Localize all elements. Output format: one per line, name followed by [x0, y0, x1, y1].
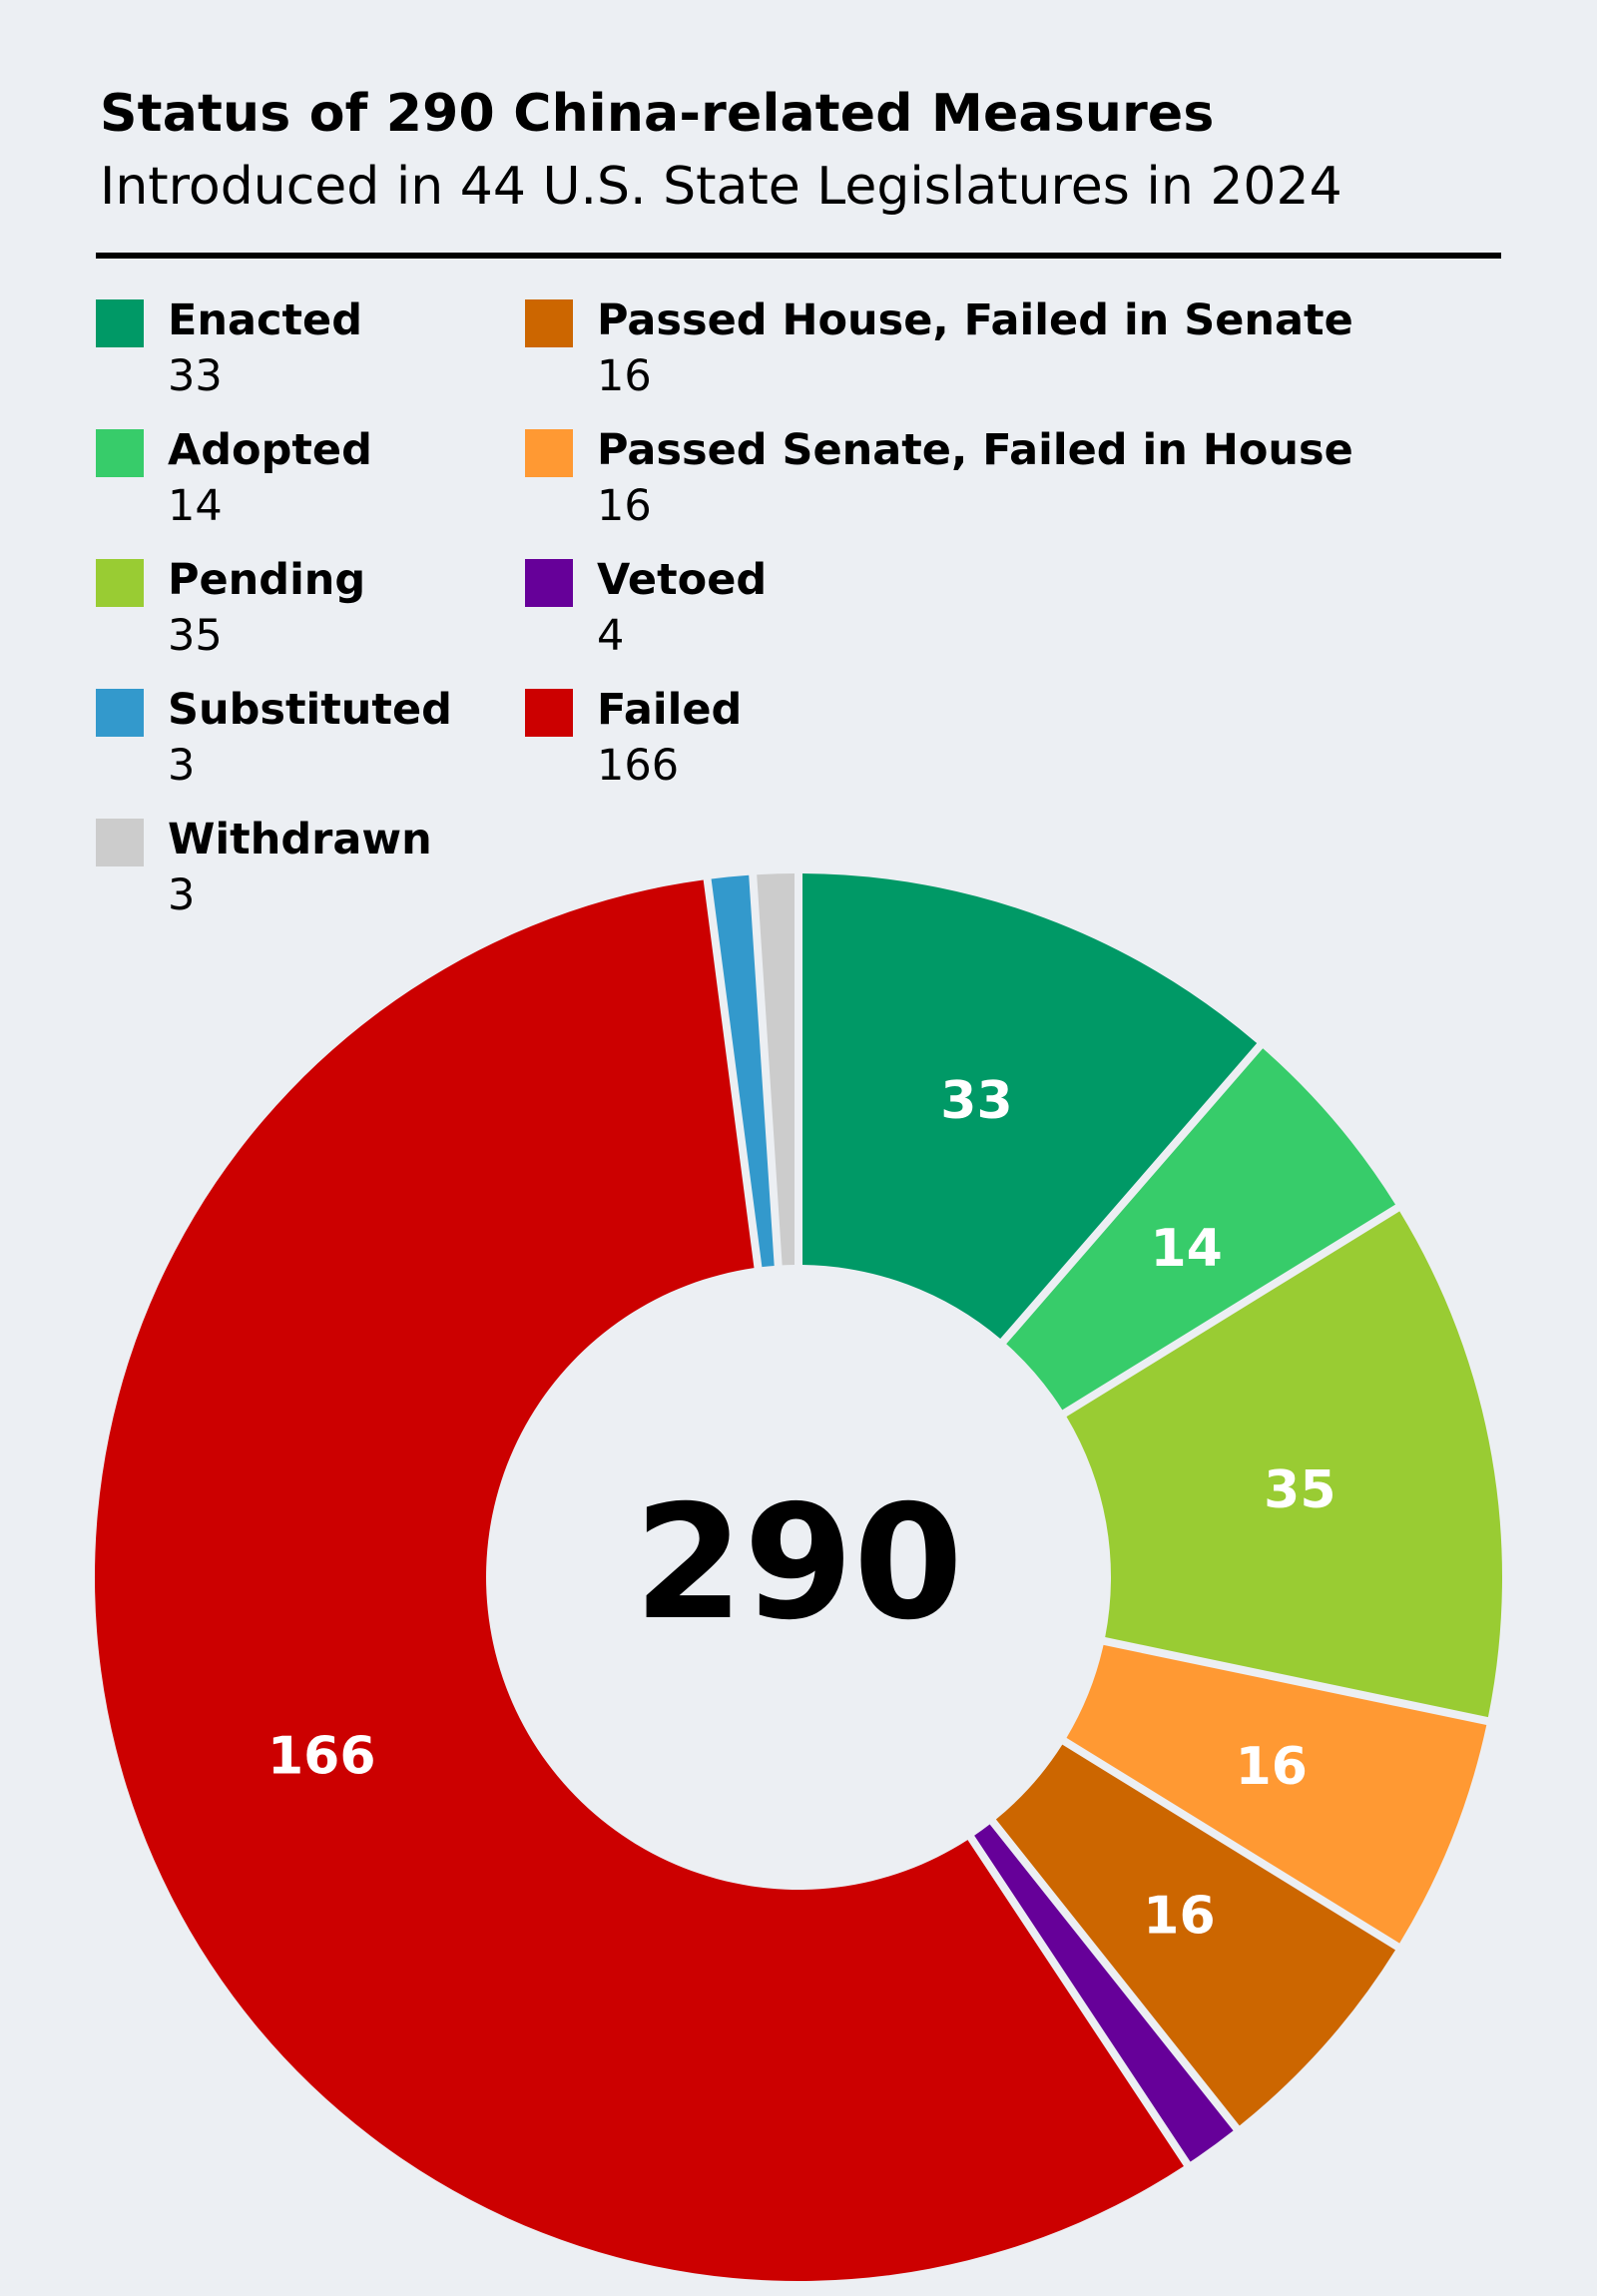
- legend-value-pending: 35: [168, 611, 223, 661]
- legend-swatch-withdrawn: [96, 819, 144, 866]
- legend-label-passed-senate-failed-house: Passed Senate, Failed in House: [597, 425, 1353, 475]
- title-divider: [96, 253, 1501, 259]
- legend-label-failed: Failed: [597, 685, 743, 735]
- donut-slice-enacted: [802, 873, 1258, 1340]
- legend-label-vetoed: Vetoed: [597, 555, 768, 605]
- legend-value-withdrawn: 3: [168, 870, 196, 920]
- legend-swatch-passed-house-failed-senate: [525, 299, 573, 347]
- legend-swatch-vetoed: [525, 559, 573, 607]
- donut-slices: [94, 873, 1503, 2282]
- legend-value-enacted: 33: [168, 351, 223, 401]
- legend-label-passed-house-failed-senate: Passed House, Failed in Senate: [597, 295, 1353, 345]
- legend-label-substituted: Substituted: [168, 685, 452, 735]
- chart-subtitle: Introduced in 44 U.S. State Legislatures…: [100, 157, 1342, 217]
- chart-title: Status of 290 China-related Measures: [100, 84, 1215, 144]
- donut-slice-substituted: [711, 874, 775, 1268]
- legend-swatch-failed: [525, 689, 573, 737]
- legend-value-adopted: 14: [168, 481, 223, 531]
- legend-swatch-substituted: [96, 689, 144, 737]
- legend-label-pending: Pending: [168, 555, 366, 605]
- donut-slice-passed-senate-failed-in-house: [1066, 1644, 1487, 1944]
- legend-swatch-passed-senate-failed-house: [525, 429, 573, 477]
- donut-slice-adopted: [1006, 1048, 1395, 1411]
- donut-slice-passed-house-failed-in-senate: [995, 1744, 1395, 2126]
- donut-slice-withdrawn: [757, 873, 795, 1266]
- legend-swatch-pending: [96, 559, 144, 607]
- donut-slice-vetoed: [974, 1824, 1234, 2162]
- legend-value-substituted: 3: [168, 741, 196, 791]
- legend-swatch-adopted: [96, 429, 144, 477]
- donut-center-total: 290: [634, 1471, 963, 1655]
- legend-value-passed-house-failed-senate: 16: [597, 351, 652, 401]
- legend-value-vetoed: 4: [597, 611, 625, 661]
- legend-label-withdrawn: Withdrawn: [168, 815, 432, 864]
- legend-value-passed-senate-failed-house: 16: [597, 481, 652, 531]
- donut-slice-failed: [94, 879, 1184, 2282]
- legend-value-failed: 166: [597, 741, 680, 791]
- legend-label-enacted: Enacted: [168, 295, 362, 345]
- legend-swatch-enacted: [96, 299, 144, 347]
- legend-label-adopted: Adopted: [168, 425, 372, 475]
- donut-slice-pending: [1066, 1211, 1503, 1718]
